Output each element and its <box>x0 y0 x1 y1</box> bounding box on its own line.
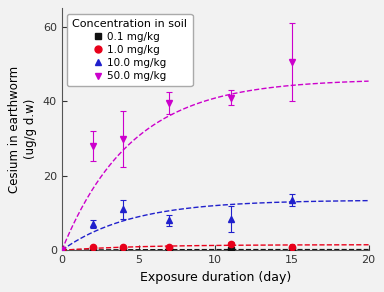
Legend: 0.1 mg/kg, 1.0 mg/kg, 10.0 mg/kg, 50.0 mg/kg: 0.1 mg/kg, 1.0 mg/kg, 10.0 mg/kg, 50.0 m… <box>67 13 192 86</box>
Y-axis label: Cesium in earthworm
(ug/g d.w): Cesium in earthworm (ug/g d.w) <box>8 66 37 193</box>
X-axis label: Exposure duration (day): Exposure duration (day) <box>140 271 291 284</box>
